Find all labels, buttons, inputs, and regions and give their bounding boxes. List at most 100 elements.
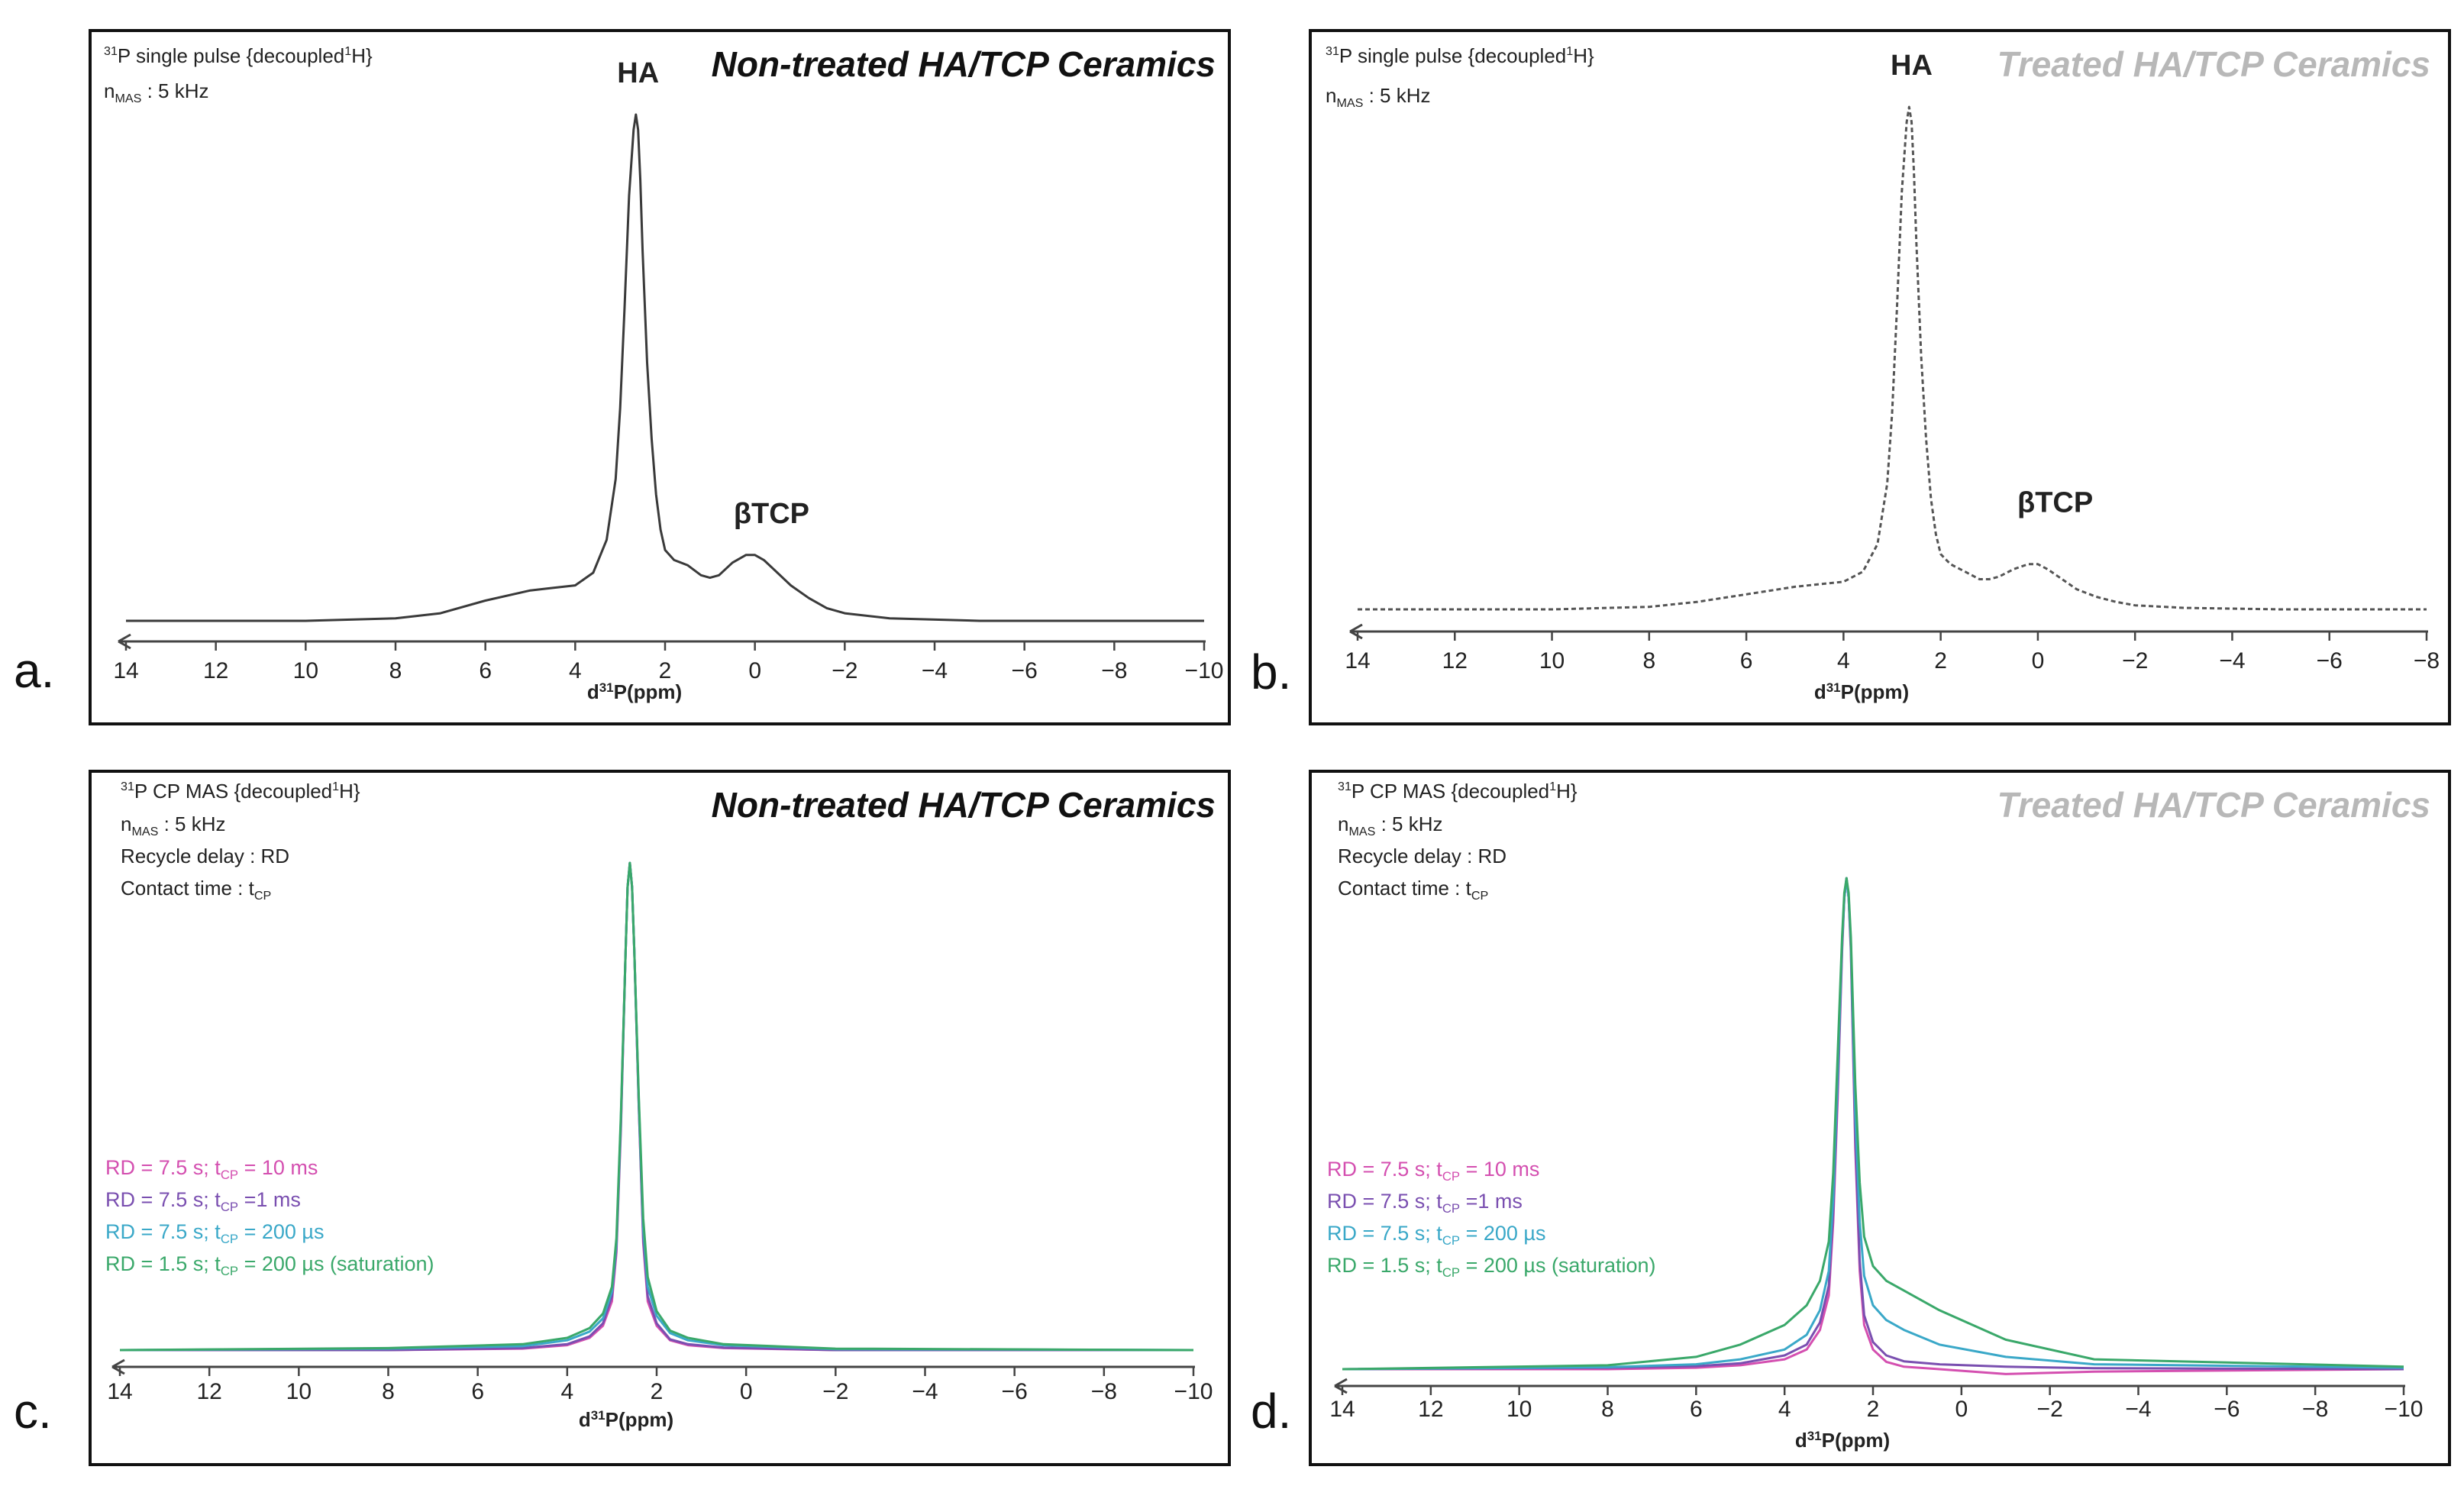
legend-entry: RD = 7.5 s; tCP =1 ms — [1327, 1190, 1523, 1216]
x-tick-label: 0 — [740, 1379, 753, 1404]
x-tick-label: 8 — [1601, 1397, 1614, 1422]
x-tick-label: −6 — [2317, 648, 2343, 674]
x-tick-label: 10 — [293, 658, 318, 683]
x-tick-label: 6 — [1740, 648, 1753, 674]
x-tick-label: 2 — [1934, 648, 1947, 674]
peak-label: HA — [617, 57, 659, 89]
x-tick-label: −6 — [2214, 1397, 2240, 1422]
x-tick-label: −6 — [1012, 658, 1038, 683]
x-axis-label: d31P(ppm) — [1795, 1429, 1890, 1452]
x-tick-label: 10 — [286, 1379, 312, 1404]
param-line: nMAS : 5 kHz — [121, 812, 226, 838]
x-axis-label: d31P(ppm) — [1814, 680, 1909, 703]
x-tick-label: −8 — [2414, 648, 2440, 674]
x-tick-label: 4 — [1837, 648, 1850, 674]
param-line: nMAS : 5 kHz — [1338, 812, 1443, 838]
x-tick-label: 0 — [2032, 648, 2045, 674]
spectrum-line-4 — [1342, 877, 2404, 1371]
param-line: nMAS : 5 kHz — [1326, 84, 1431, 110]
spectrum-line-4 — [119, 861, 1194, 1352]
x-tick-label: 6 — [471, 1379, 484, 1404]
ceramic-title: Non-treated HA/TCP Ceramics — [712, 785, 1216, 825]
x-tick-label: 6 — [479, 658, 492, 683]
panel-a: a. Non-treated HA/TCP Ceramics 31P single … — [14, 29, 1231, 725]
x-axis-arrow — [1349, 623, 1363, 640]
legend-entry: RD = 7.5 s; tCP = 200 µs — [105, 1220, 324, 1246]
param-line: Recycle delay : RD — [1338, 845, 1506, 867]
x-tick-label: 4 — [569, 658, 582, 683]
x-tick-label: 0 — [1955, 1397, 1968, 1422]
x-tick-label: −8 — [2302, 1397, 2328, 1422]
peak-label: βTCP — [2017, 486, 2093, 518]
param-line: 31P CP MAS {decoupled1H} — [1338, 780, 1578, 803]
x-tick-label: 0 — [748, 658, 761, 683]
panel-b: b. Treated HA/TCP Ceramics 31P single puls… — [1251, 29, 2451, 725]
legend-entry: RD = 7.5 s; tCP = 200 µs — [1327, 1222, 1545, 1248]
panel-letter: c. — [14, 1384, 52, 1439]
x-tick-label: 14 — [107, 1379, 132, 1404]
x-tick-label: 14 — [1329, 1397, 1355, 1422]
x-tick-label: 12 — [1442, 648, 1468, 674]
x-tick-label: 12 — [1418, 1397, 1443, 1422]
x-tick-label: −2 — [2037, 1397, 2063, 1422]
panel-frame — [1309, 29, 2451, 725]
panel-frame — [89, 770, 1231, 1466]
legend-entry: RD = 7.5 s; tCP = 10 ms — [105, 1156, 318, 1182]
panel-c: c. Non-treated HA/TCP Ceramics 31P CP MAS … — [14, 770, 1231, 1466]
legend-entry: RD = 1.5 s; tCP = 200 µs (saturation) — [105, 1252, 434, 1278]
panel-letter: a. — [14, 643, 54, 698]
panels-layer: a. Non-treated HA/TCP Ceramics 31P single … — [14, 29, 2451, 1466]
x-tick-label: 4 — [560, 1379, 573, 1404]
x-tick-label: −2 — [822, 1379, 848, 1404]
x-tick-label: 2 — [651, 1379, 664, 1404]
x-axis-arrow — [111, 1358, 125, 1375]
peak-label: βTCP — [734, 498, 809, 530]
x-tick-label: −8 — [1091, 1379, 1117, 1404]
x-tick-label: −10 — [2385, 1397, 2424, 1422]
panel-frame — [89, 29, 1231, 725]
x-tick-label: 8 — [382, 1379, 395, 1404]
panel-frame — [1309, 770, 2451, 1466]
peak-label: HA — [1891, 50, 1933, 82]
x-tick-label: 2 — [659, 658, 672, 683]
panel-d: d. Treated HA/TCP Ceramics 31P CP MAS {dec… — [1251, 770, 2451, 1466]
x-tick-label: 12 — [203, 658, 228, 683]
x-tick-label: 6 — [1690, 1397, 1703, 1422]
x-axis-arrow — [1334, 1378, 1348, 1394]
ceramic-title: Treated HA/TCP Ceramics — [1997, 785, 2430, 825]
param-line: 31P single pulse {decoupled1H} — [1326, 44, 1594, 67]
legend-entry: RD = 7.5 s; tCP = 10 ms — [1327, 1158, 1539, 1184]
panel-letter: b. — [1251, 644, 1291, 699]
x-tick-label: 8 — [1642, 648, 1655, 674]
ceramic-title: Treated HA/TCP Ceramics — [1997, 44, 2430, 84]
x-tick-label: 10 — [1539, 648, 1565, 674]
x-tick-label: −6 — [1002, 1379, 1028, 1404]
legend-entry: RD = 1.5 s; tCP = 200 µs (saturation) — [1327, 1254, 1656, 1280]
x-tick-label: −10 — [1174, 1379, 1213, 1404]
x-tick-label: −4 — [2125, 1397, 2151, 1422]
x-axis-arrow — [118, 633, 131, 650]
panel-letter: d. — [1251, 1384, 1291, 1439]
param-line: Recycle delay : RD — [121, 845, 289, 867]
x-tick-label: 14 — [113, 658, 138, 683]
legend-entry: RD = 7.5 s; tCP =1 ms — [105, 1188, 301, 1214]
param-line: 31P CP MAS {decoupled1H} — [121, 780, 360, 803]
param-line: nMAS : 5 kHz — [104, 79, 209, 105]
x-tick-label: −4 — [922, 658, 948, 683]
x-tick-label: 8 — [389, 658, 402, 683]
x-tick-label: 14 — [1345, 648, 1370, 674]
x-tick-label: −8 — [1101, 658, 1127, 683]
x-tick-label: −10 — [1185, 658, 1224, 683]
x-tick-label: −2 — [2122, 648, 2148, 674]
x-tick-label: 4 — [1778, 1397, 1791, 1422]
x-tick-label: 12 — [196, 1379, 221, 1404]
x-tick-label: −2 — [832, 658, 857, 683]
param-line: Contact time : tCP — [1338, 877, 1488, 903]
param-line: 31P single pulse {decoupled1H} — [104, 44, 373, 67]
x-axis-label: d31P(ppm) — [579, 1408, 673, 1431]
x-tick-label: −4 — [912, 1379, 938, 1404]
x-tick-label: −4 — [2219, 648, 2245, 674]
param-line: Contact time : tCP — [121, 877, 271, 903]
